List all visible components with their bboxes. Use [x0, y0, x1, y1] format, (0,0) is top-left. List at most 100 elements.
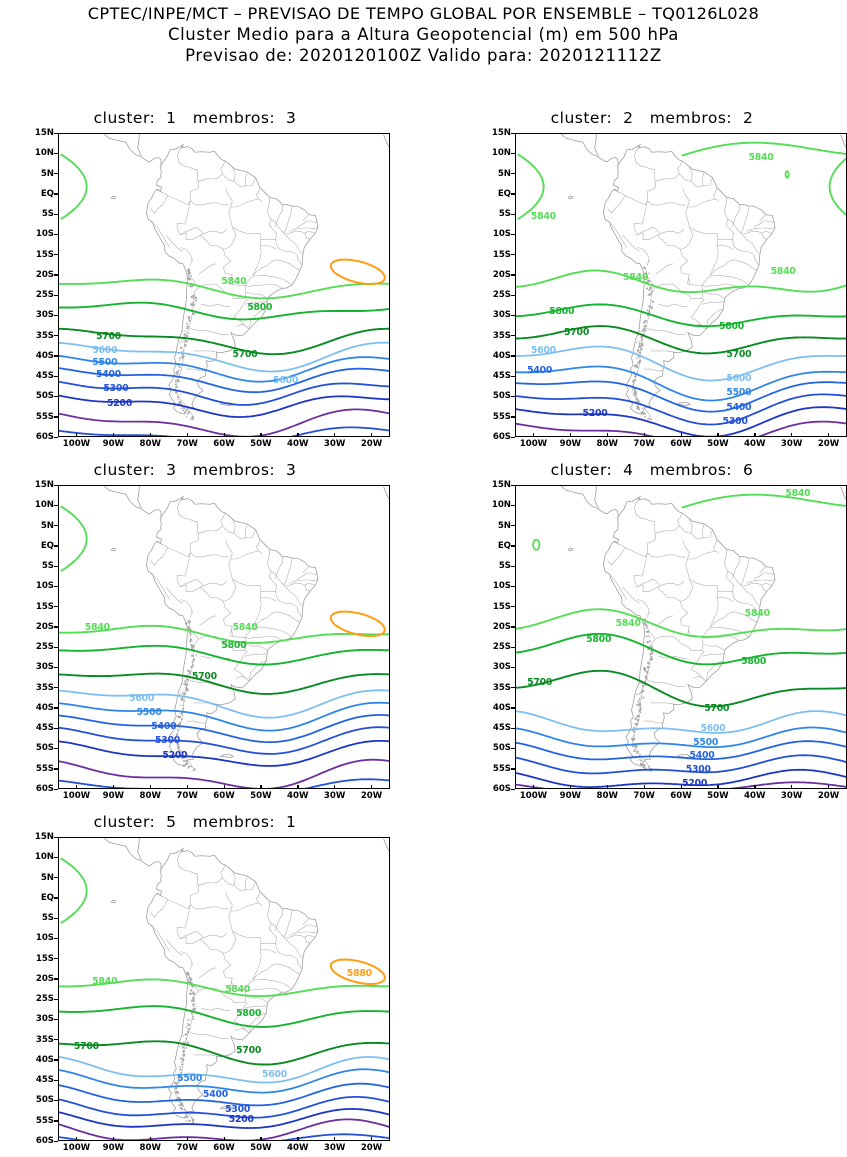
contour-label: 5840: [221, 277, 246, 286]
y-axis-label: 10S: [24, 230, 54, 238]
contour-label: 5200: [582, 409, 607, 418]
y-axis-label: 5S: [24, 210, 54, 218]
contour-label: 5700: [527, 678, 552, 687]
x-axis-label: 50W: [241, 1144, 281, 1152]
y-axis-label: 10N: [24, 501, 54, 509]
x-axis-tick: [113, 433, 114, 437]
x-axis-tick: [260, 1137, 261, 1141]
contour-label: 5400: [726, 403, 751, 412]
contour-label: 5200: [162, 751, 187, 760]
y-axis-label: 10N: [481, 501, 511, 509]
header-line-2: Cluster Medio para a Altura Geopotencial…: [0, 24, 847, 45]
y-axis-tick: [511, 254, 515, 255]
contour-label: 5840: [225, 985, 250, 994]
contour-5700: [59, 674, 390, 694]
y-axis-label: 5N: [24, 522, 54, 530]
contour-label: 5700: [726, 350, 751, 359]
y-axis-tick: [54, 667, 58, 668]
y-axis-label: 40S: [24, 704, 54, 712]
contour-5840-pacific: [61, 506, 87, 571]
y-axis-tick: [54, 1019, 58, 1020]
contour-label: 5300: [155, 736, 180, 745]
y-axis-tick: [511, 416, 515, 417]
contour-label: 5200: [107, 399, 132, 408]
contour-label: 5700: [704, 704, 729, 713]
y-axis-tick: [54, 1039, 58, 1040]
y-axis-tick: [54, 525, 58, 526]
y-axis-tick: [511, 667, 515, 668]
contour-label: 5700: [232, 350, 257, 359]
y-axis-tick: [54, 335, 58, 336]
plot-area-5: 5840 5840 5880 5800 5700 5700 5600 5500 5400 5300…: [58, 837, 390, 1141]
y-axis-label: 25S: [24, 643, 54, 651]
x-axis-tick: [150, 785, 151, 789]
y-axis-tick: [511, 355, 515, 356]
y-axis-tick: [54, 254, 58, 255]
x-axis-label: 100W: [56, 440, 96, 448]
y-axis-label: 45S: [481, 724, 511, 732]
y-axis-tick: [54, 938, 58, 939]
y-axis-tick: [54, 877, 58, 878]
y-axis-tick: [54, 133, 58, 134]
panel-title-3: cluster: 3 membros: 3: [0, 461, 390, 479]
y-axis-tick: [54, 193, 58, 194]
x-axis-tick: [533, 785, 534, 789]
y-axis-label: 15N: [24, 129, 54, 137]
y-axis-label: 10S: [24, 582, 54, 590]
x-axis-label: 40W: [735, 792, 775, 800]
y-axis-label: 40S: [481, 704, 511, 712]
plot-area-1: 5840 5800 5700 5600 5500 5400 5300 5200 5700 5600: [58, 133, 390, 437]
y-axis-tick: [511, 687, 515, 688]
x-axis-label: 30W: [772, 792, 812, 800]
y-axis-tick: [511, 768, 515, 769]
x-axis-label: 30W: [315, 792, 355, 800]
x-axis-label: 50W: [698, 440, 738, 448]
y-axis-label: EQ: [481, 542, 511, 550]
x-axis-label: 70W: [624, 440, 664, 448]
contour-label: 5800: [247, 303, 272, 312]
panel-title-1: cluster: 1 membros: 3: [0, 109, 390, 127]
x-axis-label: 70W: [167, 440, 207, 448]
x-axis-label: 60W: [661, 792, 701, 800]
x-axis-tick: [113, 785, 114, 789]
x-axis-tick: [791, 785, 792, 789]
x-axis-label: 90W: [93, 1144, 133, 1152]
x-axis-tick: [150, 1137, 151, 1141]
y-axis-tick: [54, 173, 58, 174]
x-axis-label: 90W: [550, 440, 590, 448]
y-axis-label: 20S: [24, 975, 54, 983]
y-axis-label: 15S: [481, 603, 511, 611]
y-axis-label: 15N: [481, 481, 511, 489]
y-axis-tick: [511, 295, 515, 296]
x-axis-label: 60W: [661, 440, 701, 448]
contour-5600: [516, 711, 847, 733]
y-axis-tick: [54, 1100, 58, 1101]
y-axis-tick: [54, 274, 58, 275]
plot-area-2: 5840 5840 5840 5840 5800 5800 5700 5700 5600 5600…: [515, 133, 847, 437]
contour-label: 5800: [549, 307, 574, 316]
x-axis-tick: [334, 785, 335, 789]
y-axis-tick: [511, 315, 515, 316]
y-axis-label: 5S: [481, 210, 511, 218]
y-axis-label: 20S: [24, 271, 54, 279]
y-axis-label: 55S: [24, 413, 54, 421]
y-axis-tick: [54, 958, 58, 959]
y-axis-tick: [54, 437, 58, 438]
x-axis-label: 100W: [56, 1144, 96, 1152]
x-axis-tick: [297, 1137, 298, 1141]
x-axis-label: 80W: [587, 792, 627, 800]
contour-5700: [516, 671, 847, 707]
x-axis-label: 30W: [772, 440, 812, 448]
x-axis-tick: [607, 785, 608, 789]
y-axis-tick: [54, 1120, 58, 1121]
contour-label: 5700: [74, 1042, 99, 1051]
y-axis-label: 50S: [481, 744, 511, 752]
x-axis-label: 40W: [278, 440, 318, 448]
y-axis-label: 10N: [24, 149, 54, 157]
y-axis-tick: [54, 789, 58, 790]
x-axis-label: 20W: [809, 792, 847, 800]
y-axis-tick: [54, 768, 58, 769]
y-axis-label: 25S: [24, 995, 54, 1003]
y-axis-label: 45S: [24, 1076, 54, 1084]
x-axis-tick: [644, 785, 645, 789]
